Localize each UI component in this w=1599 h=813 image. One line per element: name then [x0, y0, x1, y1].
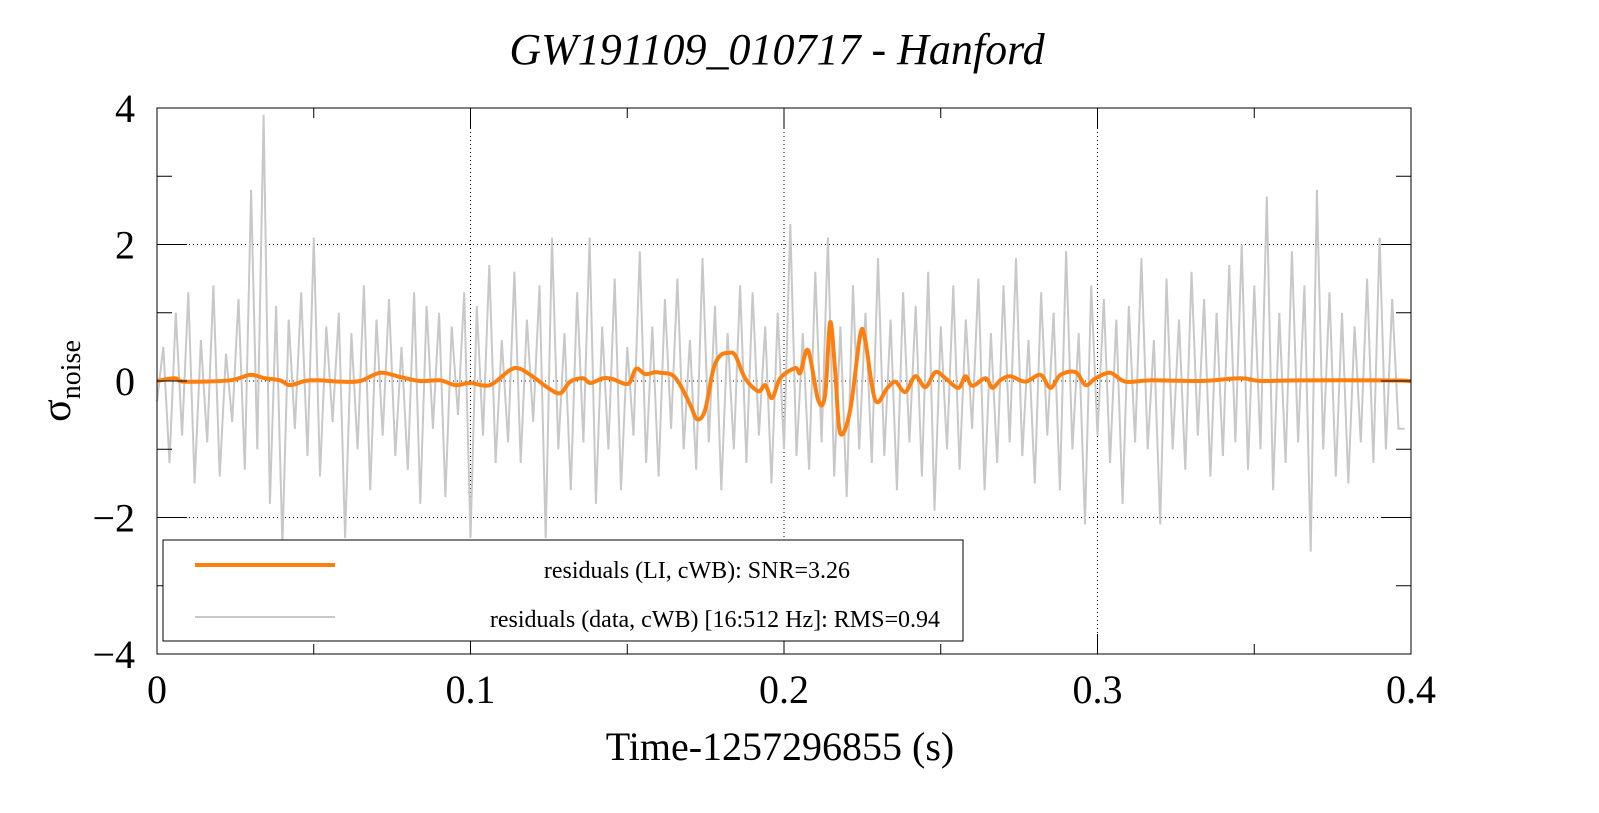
tick-labels: 0 0.1 0.2 0.3 0.4 −4 −2 0 2 4 [92, 86, 1436, 712]
y-axis-label-sigma: σ [34, 399, 80, 422]
x-tick-label: 0.4 [1386, 667, 1436, 712]
y-axis-label: σnoise [34, 340, 87, 422]
signal-series [156, 320, 1412, 437]
ticks [156, 107, 1412, 655]
x-tick-label: 0.2 [759, 667, 809, 712]
x-tick-label: 0.1 [446, 667, 496, 712]
y-tick-label: −2 [92, 496, 135, 541]
noise-series [156, 114, 1405, 552]
y-axis-label-subscript: noise [56, 340, 87, 399]
y-tick-label: −4 [92, 632, 135, 677]
x-tick-label: 0 [147, 667, 167, 712]
y-tick-label: 4 [115, 86, 135, 131]
legend-label-noise: residuals (data, cWB) [16:512 Hz]: RMS=0… [490, 607, 940, 633]
legend-label-signal: residuals (LI, cWB): SNR=3.26 [544, 558, 850, 584]
chart-title: GW191109_010717 - Hanford [509, 25, 1045, 74]
legend: residuals (LI, cWB): SNR=3.26 residuals … [162, 539, 964, 642]
y-tick-label: 0 [115, 359, 135, 404]
signal-line [156, 320, 1412, 437]
y-tick-label: 2 [115, 223, 135, 268]
legend-box [162, 539, 964, 642]
noise-line [156, 114, 1405, 552]
x-tick-label: 0.3 [1073, 667, 1123, 712]
x-axis-label: Time-1257296855 (s) [606, 724, 955, 769]
